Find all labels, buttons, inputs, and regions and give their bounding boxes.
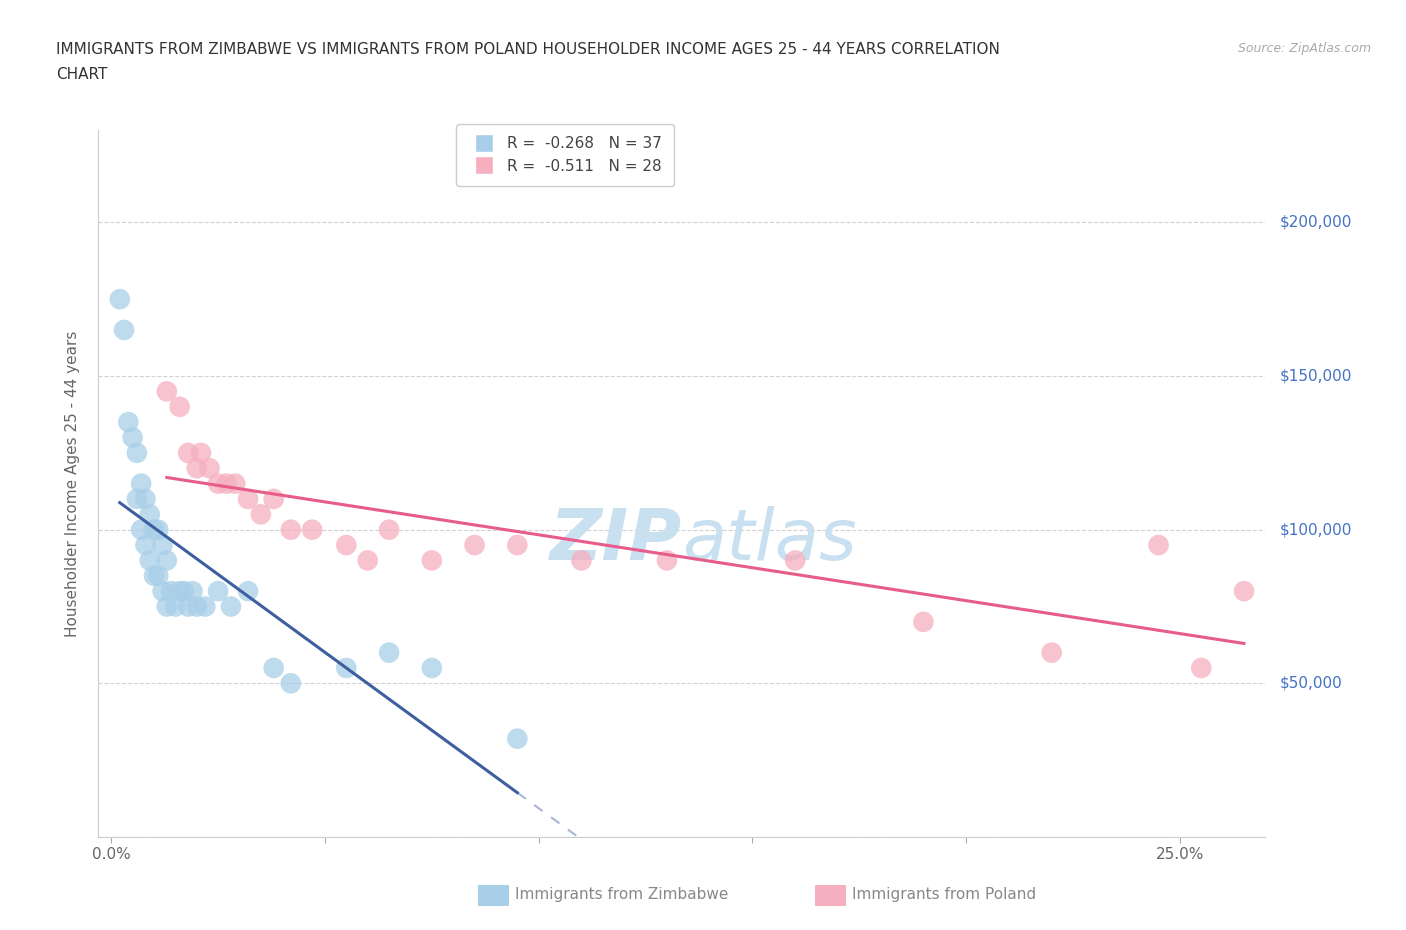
Point [169,399,191,414]
Point [1040,645,1063,660]
Point [181,584,204,599]
Point [357,553,380,568]
Point [280,523,302,538]
Point [198,460,221,475]
Point [134,538,156,552]
Point [655,553,678,568]
Point [134,492,156,507]
Text: Source: ZipAtlas.com: Source: ZipAtlas.com [1237,42,1371,55]
Text: $50,000: $50,000 [1279,676,1343,691]
Point [186,460,208,475]
Point [125,492,148,507]
Point [506,731,529,746]
Text: CHART: CHART [56,67,108,82]
Point [236,492,259,507]
Point [143,568,166,583]
Legend: R =  -0.268   N = 37, R =  -0.511   N = 28: R = -0.268 N = 37, R = -0.511 N = 28 [457,124,673,186]
Text: IMMIGRANTS FROM ZIMBABWE VS IMMIGRANTS FROM POLAND HOUSEHOLDER INCOME AGES 25 - : IMMIGRANTS FROM ZIMBABWE VS IMMIGRANTS F… [56,42,1000,57]
Point [280,676,302,691]
Point [160,584,183,599]
Point [148,568,170,583]
Point [190,445,212,460]
Text: Immigrants from Poland: Immigrants from Poland [852,887,1036,902]
Point [378,645,401,660]
Point [301,523,323,538]
Point [506,538,529,552]
Point [156,553,179,568]
Point [1147,538,1170,552]
Point [215,476,238,491]
Point [173,584,195,599]
Text: atlas: atlas [682,506,856,575]
Point [1189,660,1212,675]
Point [156,384,179,399]
Point [129,523,152,538]
Point [108,292,131,307]
Point [138,553,160,568]
Point [207,476,229,491]
Text: $200,000: $200,000 [1279,215,1351,230]
Point [207,584,229,599]
Point [224,476,246,491]
Point [121,430,143,445]
Point [169,584,191,599]
Point [138,507,160,522]
Point [165,599,187,614]
Point [912,615,935,630]
Point [148,523,170,538]
Point [219,599,242,614]
Point [177,599,200,614]
Point [152,584,174,599]
Point [785,553,807,568]
Text: $150,000: $150,000 [1279,368,1351,383]
Point [125,445,148,460]
Point [420,660,443,675]
Point [156,599,179,614]
Point [420,553,443,568]
Point [378,523,401,538]
Point [464,538,486,552]
Point [117,415,139,430]
Text: $100,000: $100,000 [1279,523,1351,538]
Point [335,538,357,552]
Text: ZIP: ZIP [550,506,682,575]
Point [112,323,135,338]
Point [335,660,357,675]
Point [263,492,285,507]
Point [177,445,200,460]
Y-axis label: Householder Income Ages 25 - 44 years: Householder Income Ages 25 - 44 years [65,330,80,637]
Point [143,523,166,538]
Point [263,660,285,675]
Point [236,584,259,599]
Point [152,538,174,552]
Text: Immigrants from Zimbabwe: Immigrants from Zimbabwe [515,887,728,902]
Point [186,599,208,614]
Point [571,553,593,568]
Point [250,507,273,522]
Point [129,476,152,491]
Point [1233,584,1256,599]
Point [194,599,217,614]
